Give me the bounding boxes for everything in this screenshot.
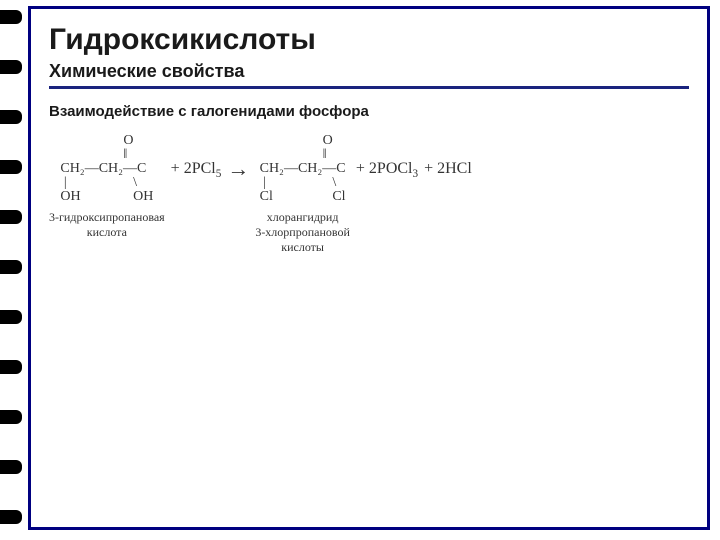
title-underline xyxy=(49,86,689,89)
spiral-marker xyxy=(0,310,22,324)
spiral-marker xyxy=(0,360,22,374)
slide-title: Гидроксикислоты xyxy=(49,23,689,57)
product-name: хлорангидрид3-хлорпропановойкислоты xyxy=(255,210,350,255)
spiral-marker xyxy=(0,60,22,74)
spiral-marker xyxy=(0,110,22,124)
spiral-markers xyxy=(0,0,28,540)
spiral-marker xyxy=(0,10,22,24)
spiral-marker xyxy=(0,410,22,424)
reagent-structure: O ‖ CH₂—CH₂—C | \ OH OH xyxy=(60,134,153,204)
spiral-marker xyxy=(0,160,22,174)
spiral-marker xyxy=(0,510,22,524)
spiral-marker xyxy=(0,260,22,274)
spiral-marker xyxy=(0,460,22,474)
product-pocl3: + 2POCl3 xyxy=(356,134,418,180)
slide-content: Гидроксикислоты Химические свойства Взаи… xyxy=(31,9,707,269)
section-heading: Взаимодействие с галогенидами фосфора xyxy=(49,103,689,120)
spiral-marker xyxy=(0,210,22,224)
slide-frame: Гидроксикислоты Химические свойства Взаи… xyxy=(28,6,710,530)
reaction-arrow: → xyxy=(227,134,249,182)
product-molecule: O ‖ CH₂—CH₂—C | \ Cl Cl хлорангидрид3-хл… xyxy=(255,134,350,255)
reagent-molecule: O ‖ CH₂—CH₂—C | \ OH OH 3-гидроксипропан… xyxy=(49,134,165,240)
reagent-pcl5: + 2PCl5 xyxy=(171,134,222,180)
reagent-name: 3-гидроксипропановаякислота xyxy=(49,210,165,240)
slide-subtitle: Химические свойства xyxy=(49,61,689,82)
product-hcl: + 2HCl xyxy=(424,134,472,178)
reaction-equation: O ‖ CH₂—CH₂—C | \ OH OH 3-гидроксипропан… xyxy=(49,134,689,255)
product-structure: O ‖ CH₂—CH₂—C | \ Cl Cl xyxy=(260,134,346,204)
